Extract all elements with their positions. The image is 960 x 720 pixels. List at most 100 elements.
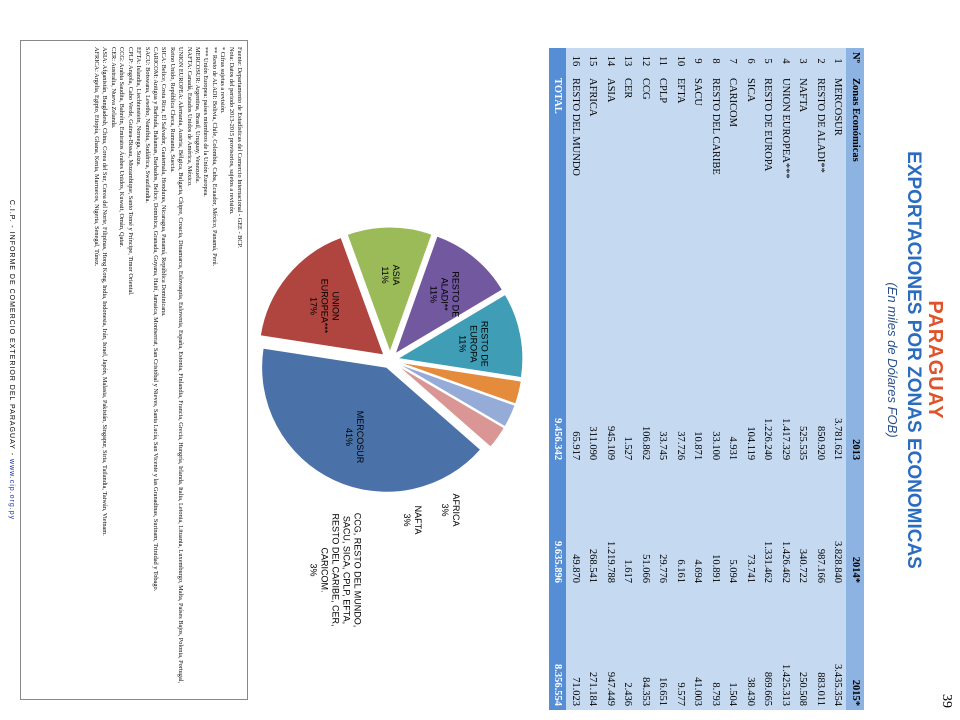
table-cell: CER [622, 78, 634, 99]
total-row: TOTAL 9.456.342 9.635.896 8.356.554 [549, 48, 567, 710]
slice-value: 11% [457, 335, 468, 353]
table-cell: 4.931 [727, 436, 739, 461]
table-cell: 13 [622, 55, 634, 67]
slice-label: NAFTA 3% [401, 500, 423, 540]
note-line: Fuente: Departamento de Estadísticas del… [236, 47, 243, 248]
table-cell: 3 [797, 58, 809, 64]
exports-table: Nº Zonas Económicas 2013 2014* 2015* 1 MERCOSU… [549, 48, 864, 710]
table-cell: 8.793 [709, 682, 721, 706]
note-line: MERCOSUR: Argentina, Brasil, Uruguay, Ve… [193, 47, 201, 184]
slice-value: 11% [428, 285, 439, 303]
pie-slice [397, 361, 522, 405]
table-cell: RESTO DEL CARIBE [709, 78, 721, 175]
note-line: CPLP: Angola, Cabo Verde, Guinea-Bissau,… [126, 47, 134, 296]
table-row: 15 AFRICA 311.090 268.541 271.184 [584, 48, 602, 710]
table-cell: SACU [692, 78, 704, 107]
table-cell: CPLP [657, 78, 669, 104]
table-cell: 5.094 [727, 559, 739, 584]
note-line: *** Unión Europea: países miembros de la… [202, 47, 210, 197]
table-cell: 6 [744, 58, 756, 64]
slice-value: 41% [344, 428, 355, 447]
total-cell: TOTAL [549, 74, 567, 342]
table-cell: SICA [744, 78, 756, 102]
table-cell: 869.665 [762, 671, 774, 706]
table-cell: 1.426.462 [779, 541, 791, 584]
note-line: EFTA: Islandia, Liechtenstein, Noruega, … [135, 47, 143, 167]
table-row: 9 SACU 10.871 4.694 41.003 [689, 48, 707, 710]
table-row: 10 EFTA 37.726 6.161 9.577 [672, 48, 690, 710]
note-line: ASIA: Afganistán, Bangladesh, China, Cor… [101, 47, 109, 536]
slice-label: RESTO DE ALADI** 11% [427, 269, 460, 319]
table-row: 7 CARICOM 4.931 5.094 1.504 [724, 48, 742, 710]
total-cell: 9.456.342 [549, 341, 567, 465]
table-cell: EFTA [674, 78, 686, 104]
pie-slice [396, 364, 505, 448]
table-cell: 10 [674, 55, 686, 67]
slice-name: MERCOSUR [355, 410, 366, 464]
pie-slice [346, 226, 433, 354]
slice-name: NAFTA [413, 505, 423, 535]
table-cell: 3.828.840 [832, 541, 844, 584]
slice-name: AFRICA [451, 493, 461, 527]
table-cell: 38.430 [744, 677, 756, 706]
table-row: 14 ASIA 945.109 1.219.788 947.449 [602, 48, 620, 710]
table-row: 13 CER 1.527 1.617 2.436 [619, 48, 637, 710]
slice-value: 3% [402, 513, 412, 527]
table-cell: 37.726 [674, 431, 686, 461]
table-cell: MERCOSUR [832, 78, 844, 136]
subtitle: EXPORTACIONES POR ZONAS ECONOMICAS [903, 151, 924, 569]
table-cell: 3.781.621 [832, 418, 844, 461]
slice-name: UNION EUROPEA*** [319, 278, 341, 334]
table-row: 8 RESTO DEL CARIBE 33.100 10.891 8.793 [707, 48, 725, 710]
table-cell: 947.449 [604, 671, 616, 706]
column-header: 2013 [846, 341, 864, 465]
table-cell: 525.535 [797, 425, 809, 461]
table-cell: 7 [727, 58, 739, 64]
table-cell: 4.694 [692, 559, 704, 584]
table-row: 1 MERCOSUR 3.781.621 3.828.840 3.435.354 [829, 48, 847, 710]
column-header: 2014* [846, 464, 864, 588]
table-cell: 1.617 [622, 559, 634, 584]
table-cell: 2 [814, 58, 826, 64]
table-row: 2 RESTO DE ALADI** 850.920 987.166 883.011 [812, 48, 830, 710]
table-cell: 10.891 [709, 554, 721, 584]
note-line: * Cifras sujetas a revisión. [219, 47, 227, 114]
table-cell: 5 [762, 58, 774, 64]
table-cell: ASIA [604, 78, 616, 103]
table-cell: 1.417.329 [779, 418, 791, 461]
footer-link[interactable]: www.cip.org.py [8, 459, 15, 521]
pie-slice [261, 347, 482, 493]
slice-name: RESTO DE ALADI** [439, 271, 461, 318]
pie-slice [394, 235, 504, 355]
pie-slice [396, 362, 516, 428]
table-cell: 6.161 [674, 559, 686, 584]
slice-name: ASIA [390, 264, 401, 286]
table-row: 11 CPLP 33.745 29.776 16.651 [654, 48, 672, 710]
table-cell: 73.741 [744, 554, 756, 584]
table-cell: 41.003 [692, 677, 704, 706]
slice-label: CCG, RESTO DEL MUNDO, SACU, SICA, CPLP, … [308, 505, 363, 635]
slice-value: 11% [379, 266, 390, 284]
slice-value: 3% [440, 503, 450, 517]
slice-name: RESTO DE EUROPA [468, 320, 490, 367]
note-line: AFRICA: Argelia, Egipto, Etiopía, Ghana,… [93, 47, 101, 267]
slice-label: ASIA 11% [379, 255, 401, 295]
slice-name: CCG, RESTO DEL MUNDO, SACU, SICA, CPLP, … [319, 512, 363, 628]
table-cell: 1.504 [727, 682, 739, 706]
footer-text: C.I.P. - INFORME DE COMERCIO EXTERIOR DE… [8, 199, 15, 460]
table-row: 12 CCG 106.862 51.066 84.353 [637, 48, 655, 710]
table-cell: 268.541 [587, 548, 599, 584]
pie-chart: ASIA 11% RESTO DE ALADI** 11% RESTO DE EUROP… [240, 0, 540, 720]
table-cell: 15 [587, 55, 599, 67]
table-cell: 106.862 [639, 425, 651, 461]
pie-svg [259, 226, 524, 493]
units: (En miles de Dólares FOB) [885, 282, 900, 438]
table-cell: RESTO DE ALADI** [814, 78, 826, 173]
table-cell: 51.066 [639, 554, 651, 584]
pie-slice [259, 236, 385, 356]
table-cell: 33.100 [709, 431, 721, 461]
slice-value: 3% [308, 563, 319, 577]
table-cell: 9.577 [674, 682, 686, 706]
note-line: CARICOM: Antigua y Barbuda, Bahamas, Bar… [151, 47, 159, 592]
table-cell: 9 [692, 58, 704, 64]
